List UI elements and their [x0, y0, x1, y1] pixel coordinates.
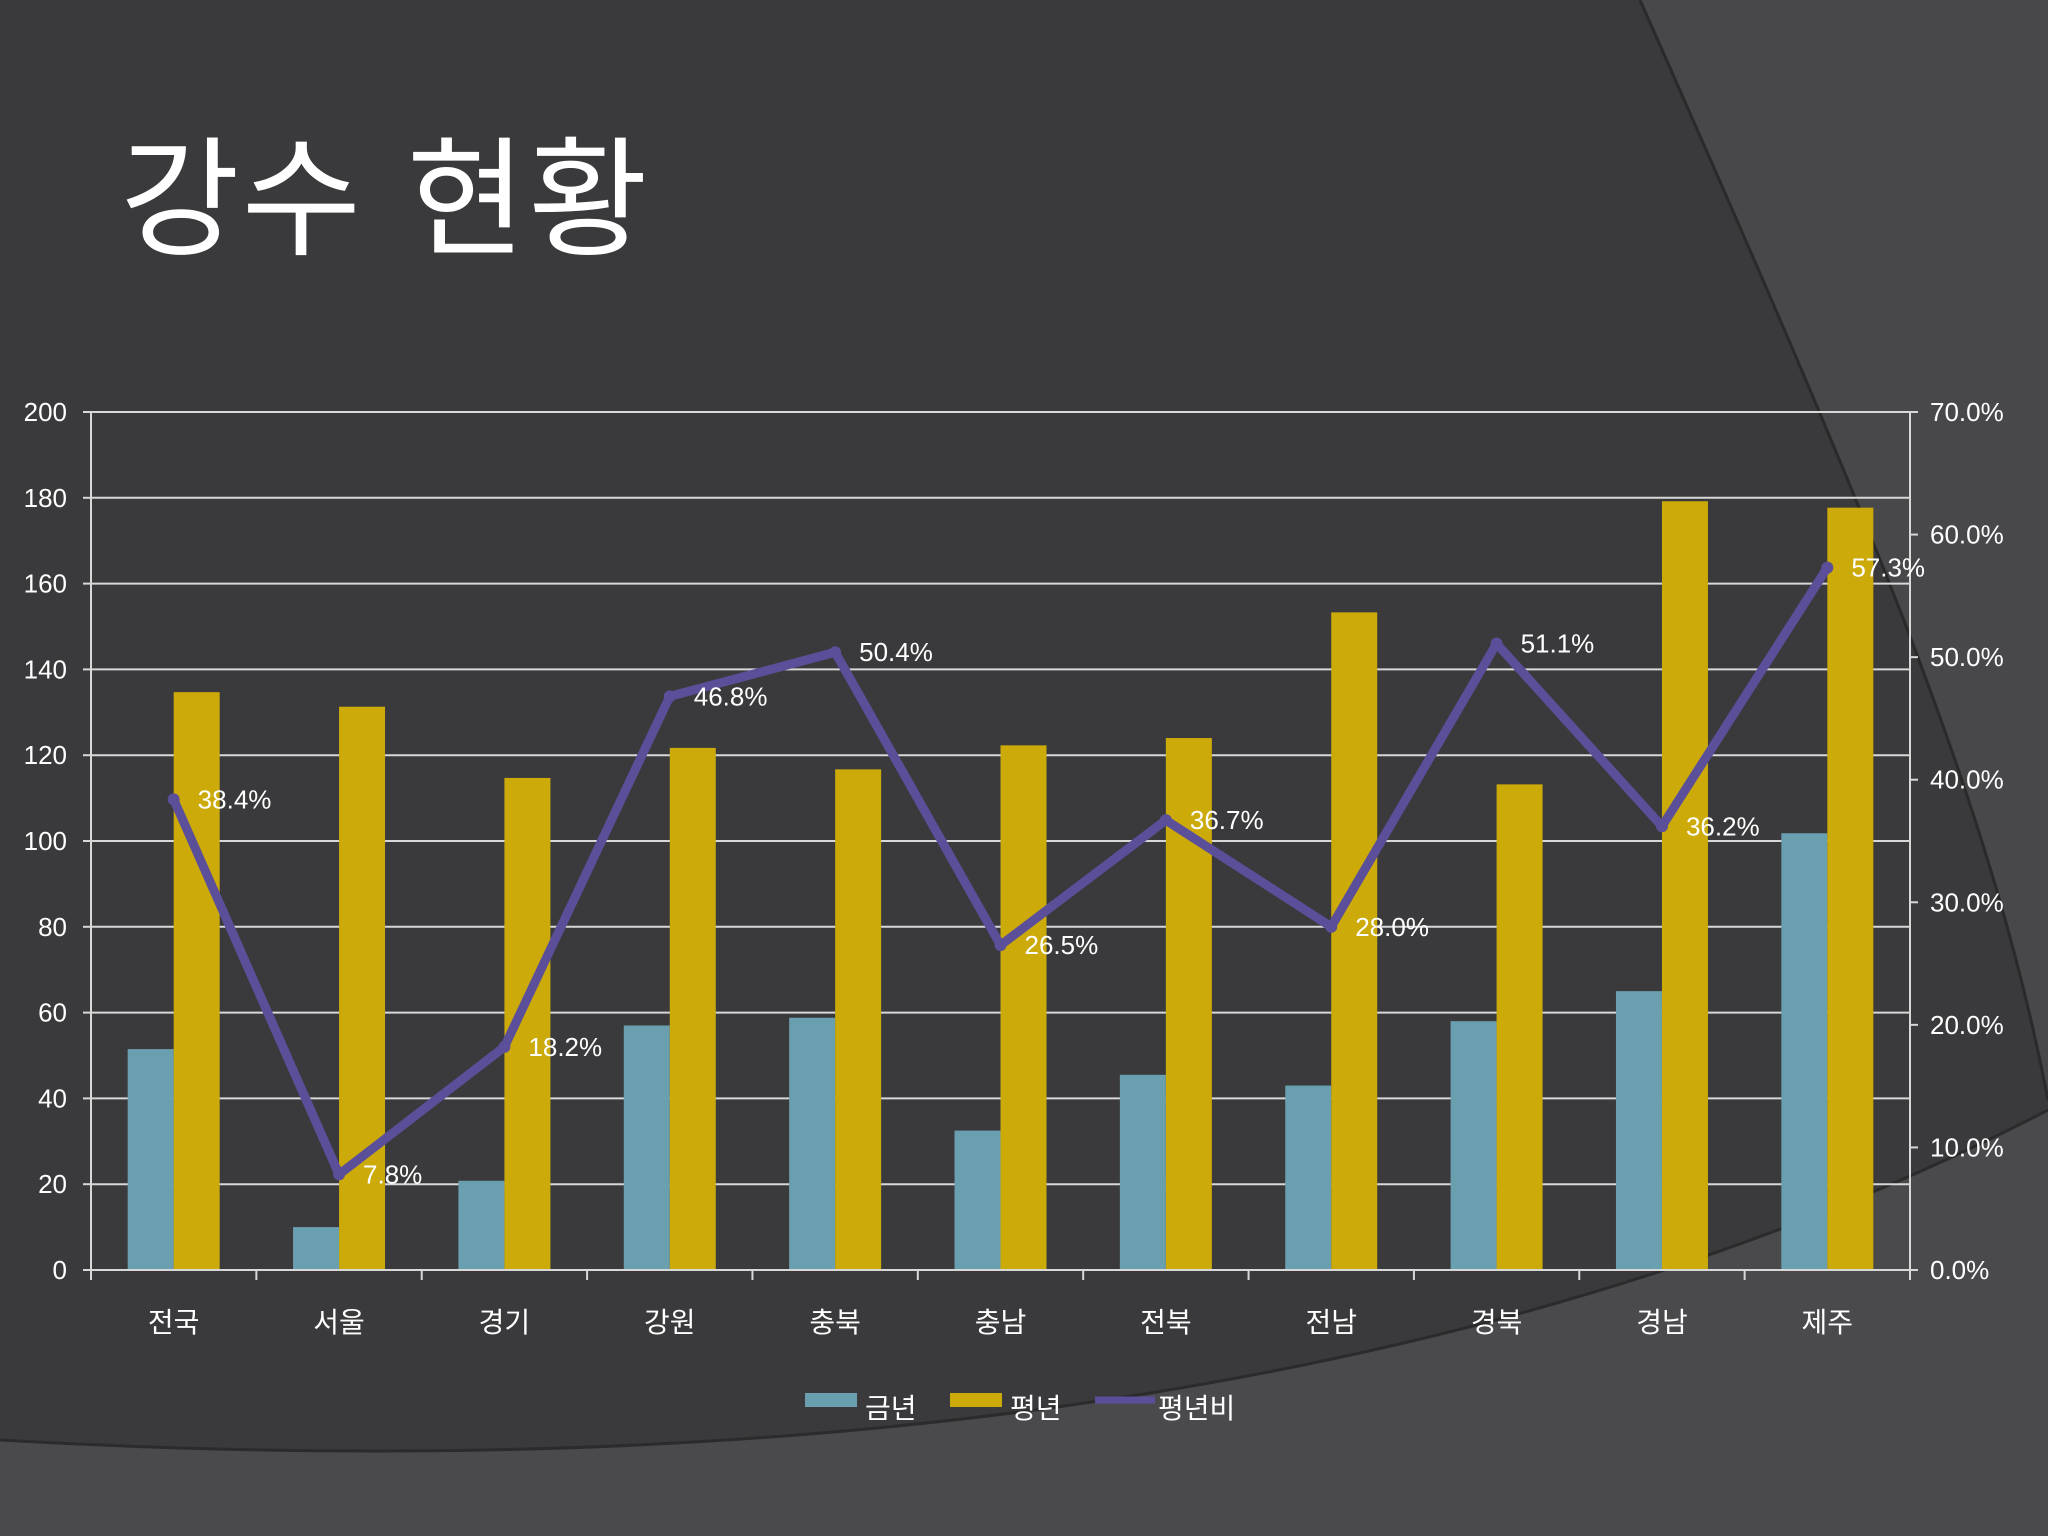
- bar-normal-year: [1000, 745, 1047, 1270]
- y2-tick-label: 70.0%: [1930, 397, 2004, 427]
- x-tick-label: 서울: [313, 1307, 365, 1338]
- legend-label-normal-year: 평년: [1010, 1393, 1062, 1424]
- ratio-point: [1490, 637, 1503, 650]
- x-tick-label: 충남: [975, 1307, 1027, 1338]
- bar-this-year: [789, 1017, 836, 1270]
- x-tick-label: 경남: [1636, 1307, 1688, 1338]
- bar-this-year: [1119, 1074, 1166, 1270]
- legend-label-ratio: 평년비: [1158, 1393, 1235, 1424]
- x-tick-label: 강원: [644, 1307, 696, 1338]
- ratio-point: [1655, 820, 1668, 833]
- y2-tick-label: 0.0%: [1930, 1255, 1989, 1285]
- x-tick-label: 전남: [1305, 1307, 1357, 1338]
- x-tick-label: 전북: [1140, 1307, 1192, 1338]
- legend: 금년 평년 평년비: [805, 1393, 1235, 1424]
- bar-this-year: [293, 1227, 340, 1270]
- ratio-data-label: 26.5%: [1025, 930, 1099, 960]
- legend-label-this-year: 금년: [865, 1393, 917, 1424]
- ratio-point: [333, 1168, 346, 1181]
- ratio-data-label: 36.2%: [1686, 811, 1760, 841]
- ratio-point: [1325, 920, 1338, 933]
- y-tick-label: 120: [24, 740, 67, 770]
- bar-normal-year: [173, 692, 220, 1270]
- bar-normal-year: [835, 769, 882, 1270]
- legend-swatch-this-year: [805, 1393, 857, 1407]
- ratio-data-label: 38.4%: [198, 784, 272, 814]
- ratio-point: [498, 1040, 511, 1053]
- y-tick-label: 200: [24, 397, 67, 427]
- bar-this-year: [458, 1180, 505, 1270]
- y2-tick-label: 60.0%: [1930, 520, 2004, 550]
- x-tick-label: 경북: [1471, 1307, 1523, 1338]
- bar-this-year: [127, 1049, 174, 1270]
- x-tick-label: 경기: [479, 1307, 531, 1338]
- y2-tick-label: 50.0%: [1930, 642, 2004, 672]
- ratio-point: [663, 690, 676, 703]
- bar-normal-year: [669, 747, 716, 1270]
- y2-tick-label: 40.0%: [1930, 765, 2004, 795]
- bar-normal-year: [1827, 507, 1874, 1270]
- bar-series: [127, 501, 1874, 1270]
- y-tick-label: 140: [24, 654, 67, 684]
- y-tick-label: 100: [24, 826, 67, 856]
- y-tick-label: 0: [53, 1255, 67, 1285]
- line-series: 38.4% 7.8% 18.2% 46.8% 50.4% 26.5% 36.7% 28.0% 5…: [167, 553, 1925, 1189]
- x-tick-label: 충북: [809, 1307, 861, 1338]
- ratio-point: [829, 646, 842, 659]
- bar-this-year: [623, 1025, 670, 1270]
- y-tick-label: 160: [24, 569, 67, 599]
- ratio-data-label: 57.3%: [1851, 553, 1925, 583]
- ratio-point: [1159, 814, 1172, 827]
- y2-tick-label: 10.0%: [1930, 1132, 2004, 1162]
- bar-this-year: [954, 1130, 1001, 1270]
- y-tick-label: 20: [38, 1169, 67, 1199]
- y-tick-label: 60: [38, 998, 67, 1028]
- bar-this-year: [1285, 1085, 1332, 1270]
- x-tick-label: 전국: [148, 1307, 200, 1338]
- y2-tick-label: 20.0%: [1930, 1010, 2004, 1040]
- ratio-data-label: 50.4%: [859, 637, 933, 667]
- y2-tick-label: 30.0%: [1930, 887, 2004, 917]
- bar-normal-year: [1331, 612, 1378, 1270]
- slide-title: 강수 현황: [120, 124, 650, 276]
- ratio-point: [167, 793, 180, 806]
- y-tick-label: 80: [38, 912, 67, 942]
- bar-normal-year: [339, 706, 386, 1270]
- ratio-point: [994, 939, 1007, 952]
- bar-normal-year: [1661, 501, 1708, 1270]
- ratio-point: [1821, 561, 1834, 574]
- y-tick-label: 180: [24, 483, 67, 513]
- ratio-data-label: 51.1%: [1521, 629, 1595, 659]
- bar-normal-year: [1496, 784, 1543, 1270]
- ratio-data-label: 7.8%: [363, 1159, 422, 1189]
- bar-this-year: [1450, 1021, 1497, 1270]
- ratio-data-label: 28.0%: [1355, 912, 1429, 942]
- x-tick-label: 제주: [1802, 1307, 1854, 1338]
- y-tick-label: 40: [38, 1083, 67, 1113]
- ratio-data-label: 36.7%: [1190, 805, 1264, 835]
- ratio-data-label: 18.2%: [528, 1032, 602, 1062]
- axes: 0 20 40 60 80 100 120 140 160 180 200 0.0% 10.0% 20.0…: [24, 397, 2004, 1338]
- bar-this-year: [1615, 991, 1662, 1270]
- ratio-data-label: 46.8%: [694, 681, 768, 711]
- bar-this-year: [1781, 833, 1828, 1270]
- legend-swatch-normal-year: [950, 1393, 1002, 1407]
